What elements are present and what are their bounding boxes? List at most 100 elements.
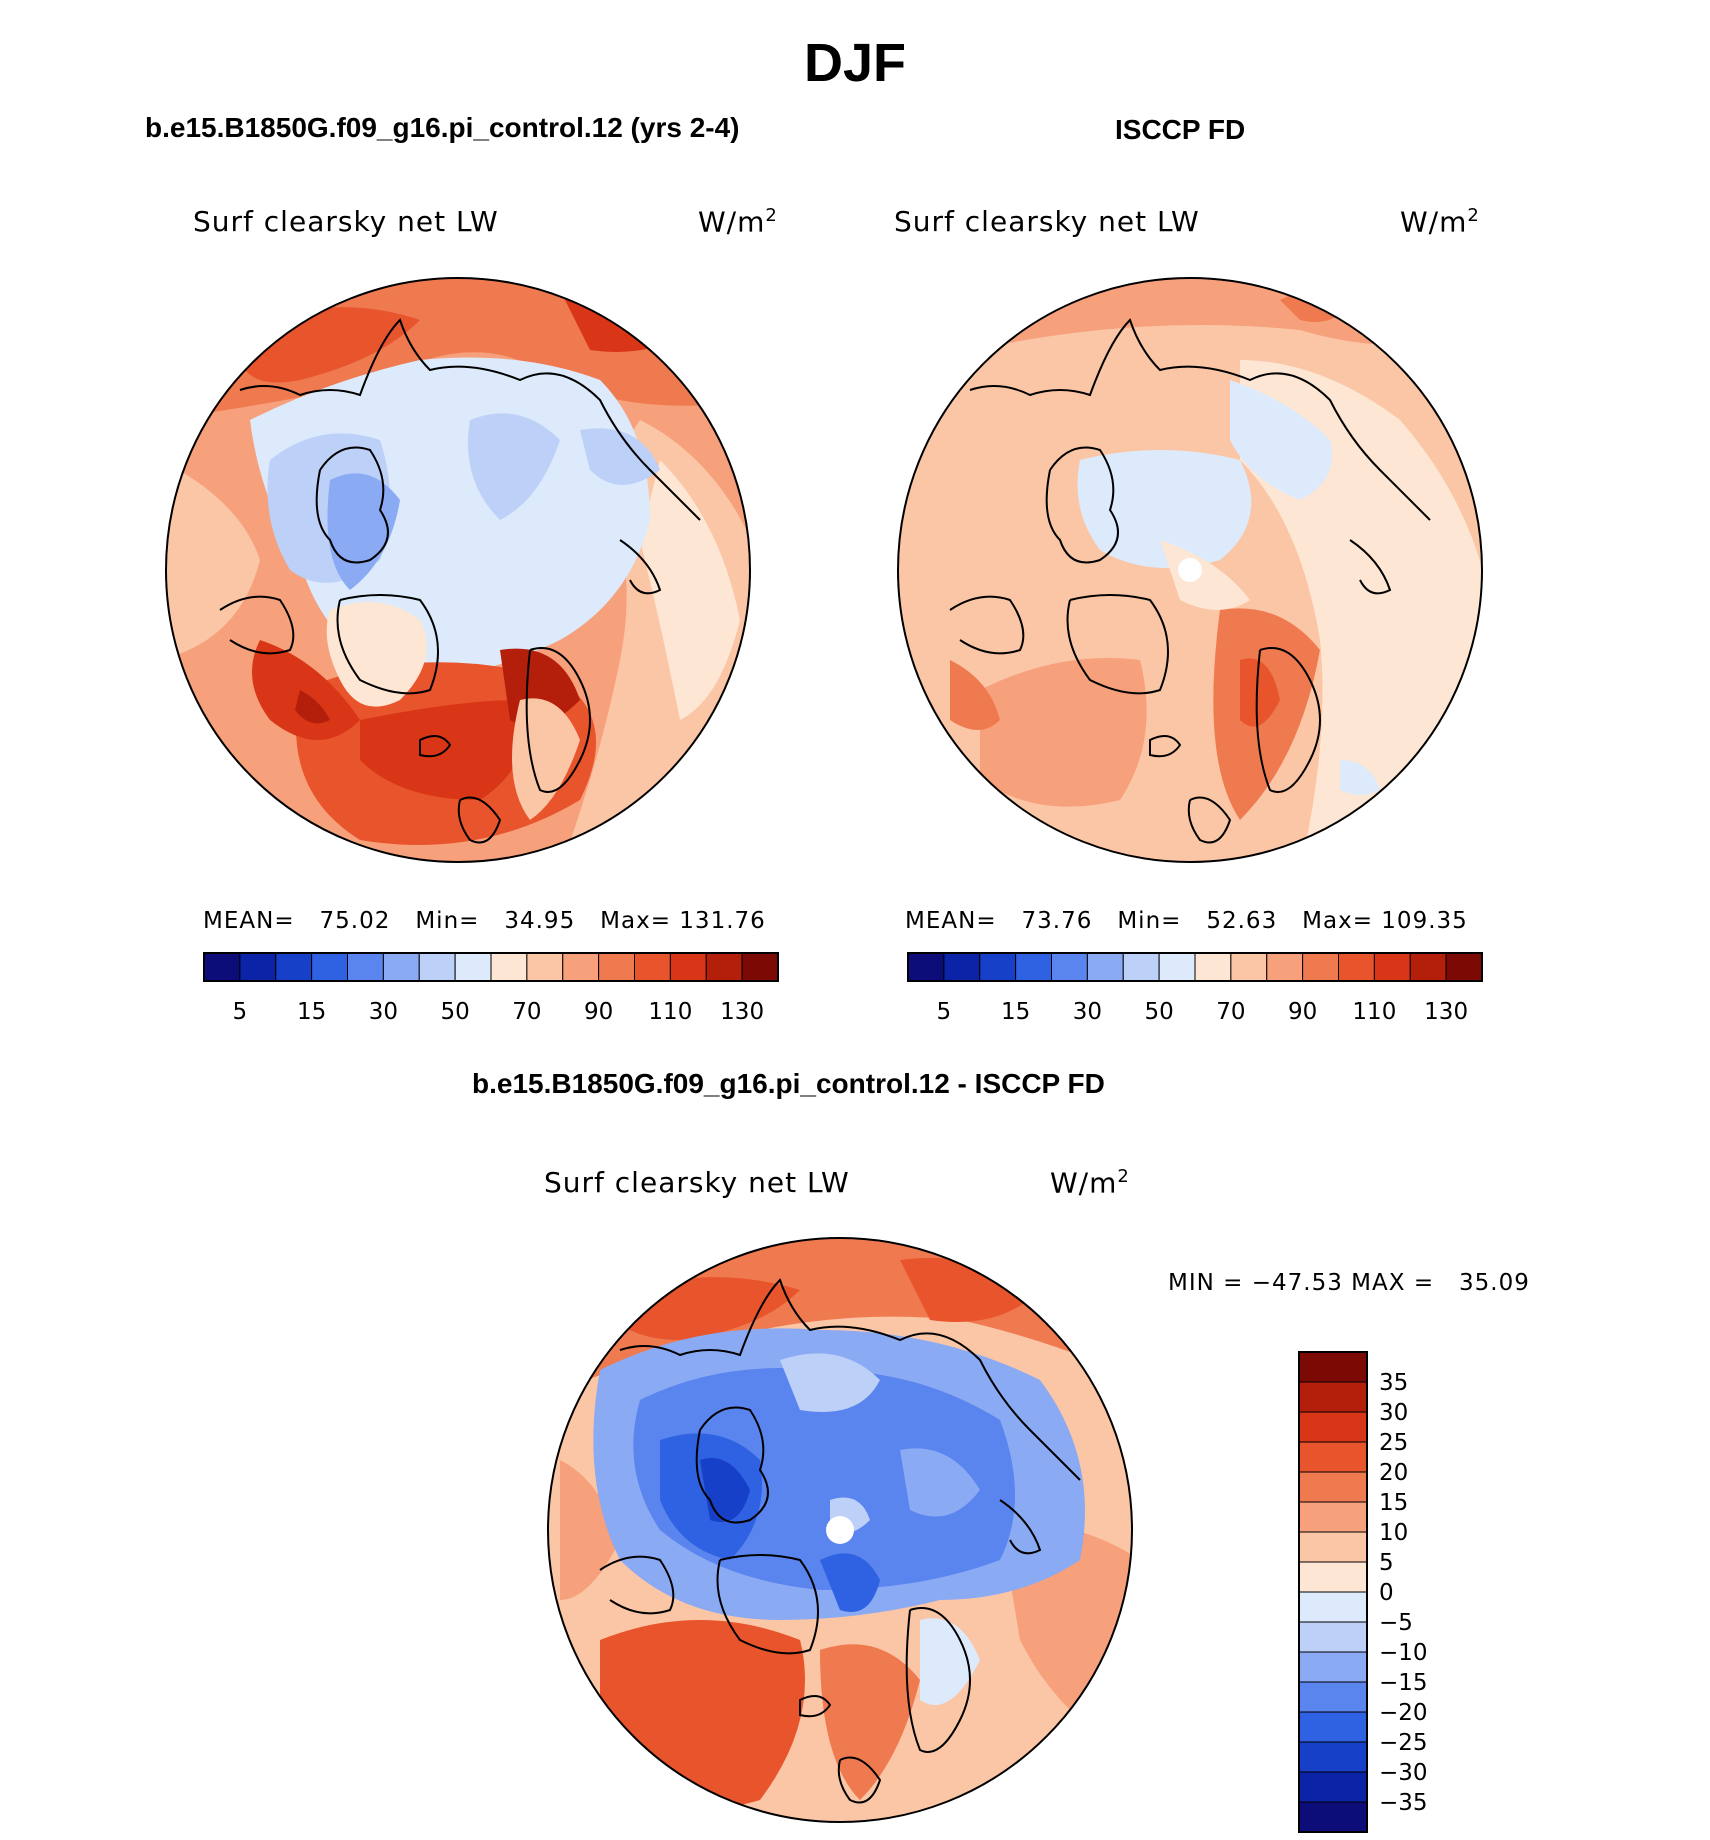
colorbar-tick-label: −35 bbox=[1379, 1790, 1428, 1816]
colorbar-swatch bbox=[1298, 1471, 1368, 1503]
colorbar-tick-label: 70 bbox=[1216, 999, 1245, 1025]
colorbar-swatch bbox=[1266, 952, 1304, 982]
min-value: 52.63 bbox=[1206, 908, 1278, 934]
colorbar-tick-label: 90 bbox=[584, 999, 613, 1025]
colorbar-tick-label: 110 bbox=[648, 999, 692, 1025]
colorbar-tick-label: −10 bbox=[1379, 1640, 1428, 1666]
colorbar-swatch bbox=[1298, 1591, 1368, 1623]
max-value: 35.09 bbox=[1459, 1270, 1530, 1296]
map-2-border bbox=[897, 277, 1483, 863]
max-label: MAX = bbox=[1351, 1270, 1435, 1296]
colorbar-swatch bbox=[1298, 1801, 1368, 1833]
colorbar-tick-label: −20 bbox=[1379, 1700, 1428, 1726]
map-2-pole-mask bbox=[1178, 558, 1202, 582]
colorbar-3: 35 30 25 20 15 10 5 0 −5 −10 −15 −20 −25 −30 −35 bbox=[1298, 1351, 1428, 1833]
colorbar-swatch bbox=[1230, 952, 1268, 982]
colorbar-tick-label: 110 bbox=[1352, 999, 1396, 1025]
colorbar-tick-label: 15 bbox=[1001, 999, 1030, 1025]
colorbar-swatch bbox=[705, 952, 743, 982]
colorbar-swatch bbox=[1298, 1711, 1368, 1743]
colorbar-tick-label: −25 bbox=[1379, 1730, 1428, 1756]
max-value: 131.76 bbox=[679, 908, 766, 934]
colorbar-tick-label: 70 bbox=[512, 999, 541, 1025]
colorbar-swatch bbox=[454, 952, 492, 982]
panel-3-title: b.e15.B1850G.f09_g16.pi_control.12 - ISC… bbox=[472, 1068, 1105, 1099]
colorbar-swatch bbox=[1409, 952, 1447, 982]
colorbar-tick-label: 5 bbox=[937, 999, 952, 1025]
colorbar-swatch bbox=[418, 952, 456, 982]
figure-title: DJF bbox=[803, 33, 906, 93]
colorbar-swatch bbox=[634, 952, 671, 982]
mean-value: 75.02 bbox=[319, 908, 391, 934]
colorbar-swatch bbox=[1373, 952, 1411, 982]
colorbar-swatch bbox=[1302, 952, 1339, 982]
colorbar-swatch bbox=[1298, 1561, 1368, 1593]
map-1-border bbox=[165, 277, 751, 863]
colorbar-swatch bbox=[943, 952, 981, 982]
map-3-coastlines bbox=[599, 1278, 1081, 1804]
colorbar-2: 5 15 30 50 70 90 110 130 bbox=[907, 952, 1483, 1025]
colorbar-swatch bbox=[1298, 1741, 1368, 1773]
colorbar-swatch bbox=[1298, 1411, 1368, 1443]
panel-1-stats: MEAN= 75.02 Min= 34.95 Max= 131.76 bbox=[203, 908, 766, 934]
colorbar-swatch bbox=[382, 952, 420, 982]
colorbar-tick-label: 35 bbox=[1379, 1370, 1408, 1396]
colorbar-tick-label: 15 bbox=[297, 999, 326, 1025]
colorbar-swatch bbox=[1298, 1621, 1368, 1653]
colorbar-swatch bbox=[1298, 1441, 1368, 1473]
panel-2-stats: MEAN= 73.76 Min= 52.63 Max= 109.35 bbox=[905, 908, 1468, 934]
colorbar-swatch bbox=[275, 952, 313, 982]
map-3-border bbox=[547, 1237, 1133, 1823]
colorbar-swatch bbox=[1122, 952, 1160, 982]
max-label: Max= bbox=[600, 908, 671, 934]
colorbar-frame bbox=[1298, 1351, 1368, 1833]
mean-label: MEAN= bbox=[905, 908, 997, 934]
panel-3-stats: MIN = −47.53 MAX = 35.09 bbox=[1168, 1270, 1530, 1296]
colorbar-tick-label: 30 bbox=[1379, 1400, 1408, 1426]
colorbar-tick-label: −15 bbox=[1379, 1670, 1428, 1696]
max-value: 109.35 bbox=[1381, 908, 1468, 934]
colorbar-tick-label: 130 bbox=[1424, 999, 1468, 1025]
colorbar-swatch bbox=[741, 952, 779, 982]
map-3-pole-mask bbox=[826, 1516, 854, 1544]
colorbar-tick-label: 130 bbox=[720, 999, 764, 1025]
min-label: Min= bbox=[415, 908, 480, 934]
colorbar-tick-label: 50 bbox=[440, 999, 469, 1025]
mean-label: MEAN= bbox=[203, 908, 295, 934]
colorbar-swatch bbox=[1086, 952, 1124, 982]
colorbar-swatch bbox=[1298, 1381, 1368, 1413]
min-label: MIN = bbox=[1168, 1270, 1244, 1296]
colorbar-swatch bbox=[1338, 952, 1375, 982]
mean-value: 73.76 bbox=[1021, 908, 1093, 934]
panel-2-title: ISCCP FD bbox=[1115, 114, 1246, 145]
panel-3-units: W/m2 bbox=[1050, 1166, 1130, 1200]
colorbar-tick-label: 5 bbox=[233, 999, 248, 1025]
colorbar-swatch bbox=[1158, 952, 1196, 982]
colorbar-swatch bbox=[1194, 952, 1232, 982]
map-1-coastlines bbox=[219, 318, 701, 844]
colorbar-tick-label: −5 bbox=[1379, 1610, 1413, 1636]
colorbar-tick-label: 0 bbox=[1379, 1580, 1394, 1606]
colorbar-tick-label: 50 bbox=[1144, 999, 1173, 1025]
panel-2-variable-label: Surf clearsky net LW bbox=[894, 205, 1200, 238]
panel-2-units: W/m2 bbox=[1400, 205, 1480, 239]
colorbar-tick-label: 15 bbox=[1379, 1490, 1408, 1516]
colorbar-swatch bbox=[979, 952, 1017, 982]
colorbar-tick-label: 30 bbox=[1073, 999, 1102, 1025]
colorbar-swatch bbox=[1445, 952, 1483, 982]
colorbar-swatch bbox=[1298, 1351, 1368, 1383]
colorbar-swatch bbox=[203, 952, 241, 982]
colorbar-swatch bbox=[1051, 952, 1088, 982]
panel-1-units: W/m2 bbox=[698, 205, 778, 239]
colorbar-swatch bbox=[1298, 1681, 1368, 1713]
colorbar-swatch bbox=[311, 952, 348, 982]
colorbar-swatch bbox=[562, 952, 600, 982]
colorbar-frame bbox=[203, 952, 779, 982]
map-1-field bbox=[166, 278, 750, 862]
colorbar-tick-label: 20 bbox=[1379, 1460, 1408, 1486]
colorbar-tick-label: 30 bbox=[369, 999, 398, 1025]
colorbar-swatch bbox=[598, 952, 635, 982]
colorbar-swatch bbox=[1298, 1501, 1368, 1533]
panel-1-title: b.e15.B1850G.f09_g16.pi_control.12 (yrs … bbox=[145, 112, 740, 143]
colorbar-swatch bbox=[1298, 1771, 1368, 1803]
